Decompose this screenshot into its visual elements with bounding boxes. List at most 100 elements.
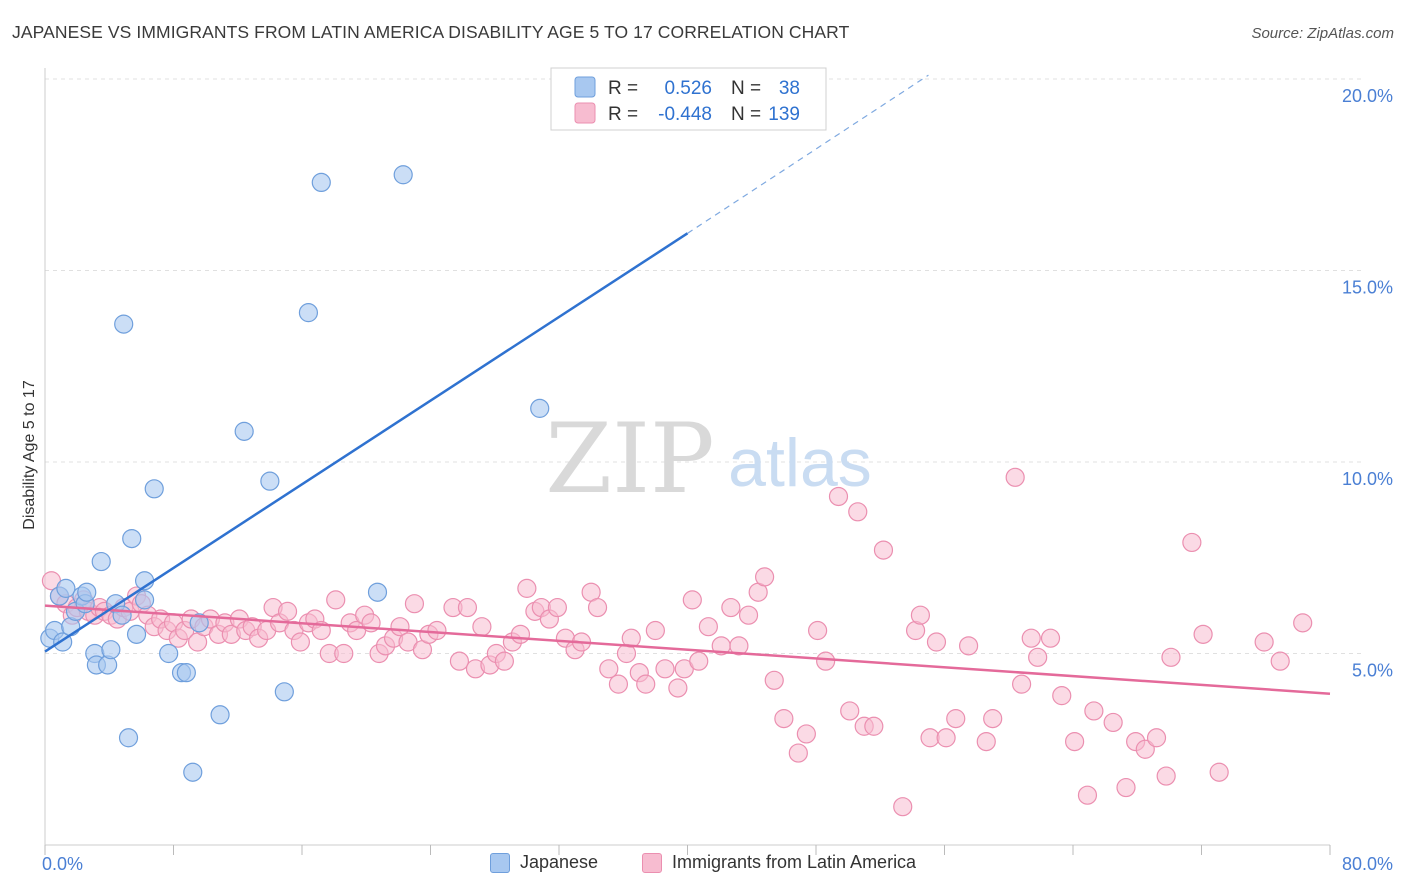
latin-point-79: [599, 659, 619, 679]
legend-r-label-2: R =: [608, 104, 638, 125]
latin-point-68: [510, 624, 531, 644]
japanese-point-31: [260, 471, 280, 491]
latin-point-87: [668, 678, 688, 698]
latin-point-122: [1021, 628, 1041, 648]
latin-point-100: [788, 743, 808, 763]
latin-point-80: [608, 674, 629, 694]
latin-point-116: [946, 709, 966, 729]
latin-point-85: [645, 620, 665, 641]
latin-point-91: [698, 617, 718, 637]
legend-n-value-japanese: 38: [779, 78, 800, 99]
latin-point-138: [1209, 762, 1229, 782]
japanese-point-19: [122, 528, 142, 549]
japanese-point-27: [183, 762, 203, 782]
latin-point-125: [1052, 686, 1072, 706]
latin-point-129: [1103, 712, 1123, 733]
japanese-point-21: [134, 590, 155, 610]
latin-point-119: [983, 709, 1003, 729]
chart-title: JAPANESE VS IMMIGRANTS FROM LATIN AMERIC…: [12, 22, 850, 42]
latin-point-139: [1254, 632, 1274, 652]
japanese-point-14: [101, 640, 121, 660]
y-tick-label-2: 15.0%: [1342, 278, 1393, 298]
latin-point-98: [764, 670, 784, 690]
x-tick-label-1: 80.0%: [1342, 854, 1393, 874]
latin-point-95: [738, 605, 759, 625]
latin-point-78: [587, 597, 608, 618]
latin-point-69: [517, 578, 537, 598]
legend-r-value-japanese: 0.526: [664, 78, 712, 99]
y-tick-label-1: 10.0%: [1342, 469, 1393, 489]
latin-point-110: [893, 797, 913, 817]
latin-point-84: [636, 674, 656, 694]
latin-point-126: [1065, 731, 1085, 752]
japanese-point-26: [176, 663, 196, 683]
latin-point-73: [547, 597, 567, 618]
latin-point-61: [457, 597, 478, 618]
latin-point-60: [449, 651, 470, 671]
latin-point-97: [754, 567, 775, 587]
latin-point-115: [936, 728, 956, 748]
latin-point-89: [682, 590, 702, 610]
series-japanese-points: [40, 165, 550, 782]
japanese-point-24: [159, 643, 179, 664]
japanese-point-23: [144, 479, 164, 499]
latin-point-112: [910, 605, 931, 625]
legend-n-value-latin: 139: [768, 104, 800, 125]
trend-lines: [44, 74, 1331, 695]
y-tick-labels: 5.0% 10.0% 15.0% 20.0%: [1342, 86, 1393, 681]
japanese-point-18: [118, 728, 139, 748]
japanese-point-16: [112, 605, 132, 625]
japanese-point-20: [126, 624, 147, 644]
bottom-legend-japanese: Japanese: [490, 852, 598, 873]
japanese-point-30: [234, 421, 254, 441]
latin-point-94: [729, 636, 749, 656]
latin-point-108: [864, 716, 884, 736]
latin-point-66: [494, 651, 514, 671]
latin-point-44: [326, 590, 346, 610]
watermark-atlas: atlas: [728, 425, 872, 501]
latin-point-124: [1040, 628, 1061, 648]
legend-swatch-japanese: [574, 76, 596, 98]
legend-r-label-1: R =: [608, 78, 638, 99]
x-tick-marks: [44, 845, 1331, 855]
bottom-legend-swatch-japanese: [490, 852, 510, 873]
latin-point-55: [404, 594, 425, 614]
latin-point-127: [1077, 785, 1098, 805]
latin-point-82: [621, 628, 641, 648]
latin-point-114: [926, 632, 947, 652]
gridlines: [45, 78, 1365, 654]
latin-point-128: [1084, 701, 1104, 721]
latin-point-136: [1182, 532, 1202, 553]
japanese-point-34: [311, 172, 331, 193]
top-legend: R = 0.526 N = 38 R = -0.448 N = 139: [550, 67, 827, 131]
latin-point-123: [1028, 647, 1048, 667]
latin-point-105: [840, 701, 860, 721]
latin-point-132: [1135, 739, 1155, 759]
latin-point-103: [816, 651, 836, 671]
series-latin-points: [41, 467, 1313, 817]
latin-point-135: [1161, 647, 1181, 667]
japanese-point-12: [91, 551, 111, 572]
legend-n-label-2: N =: [731, 104, 761, 125]
latin-point-99: [774, 709, 794, 729]
latin-point-63: [472, 617, 492, 637]
japanese-point-29: [210, 705, 230, 725]
latin-point-37: [277, 601, 298, 621]
latin-point-113: [920, 728, 940, 748]
bottom-legend-label-japanese: Japanese: [520, 852, 599, 872]
japanese-point-37: [530, 398, 550, 418]
legend-swatch-latin: [574, 102, 596, 124]
x-tick-label-0: 0.0%: [42, 854, 83, 874]
legend-n-label-1: N =: [731, 78, 761, 99]
latin-point-45: [334, 643, 354, 664]
trend-line-japanese-extension: [687, 74, 929, 234]
latin-point-137: [1193, 624, 1213, 644]
japanese-point-17: [114, 314, 134, 334]
latin-point-106: [848, 502, 868, 522]
latin-point-101: [796, 724, 816, 744]
watermark-zip: ZIP: [545, 403, 714, 515]
latin-point-120: [1005, 467, 1025, 487]
top-legend-frame: [550, 67, 827, 131]
latin-point-109: [873, 540, 894, 560]
x-tick-labels: 0.0% 80.0%: [42, 854, 1393, 874]
